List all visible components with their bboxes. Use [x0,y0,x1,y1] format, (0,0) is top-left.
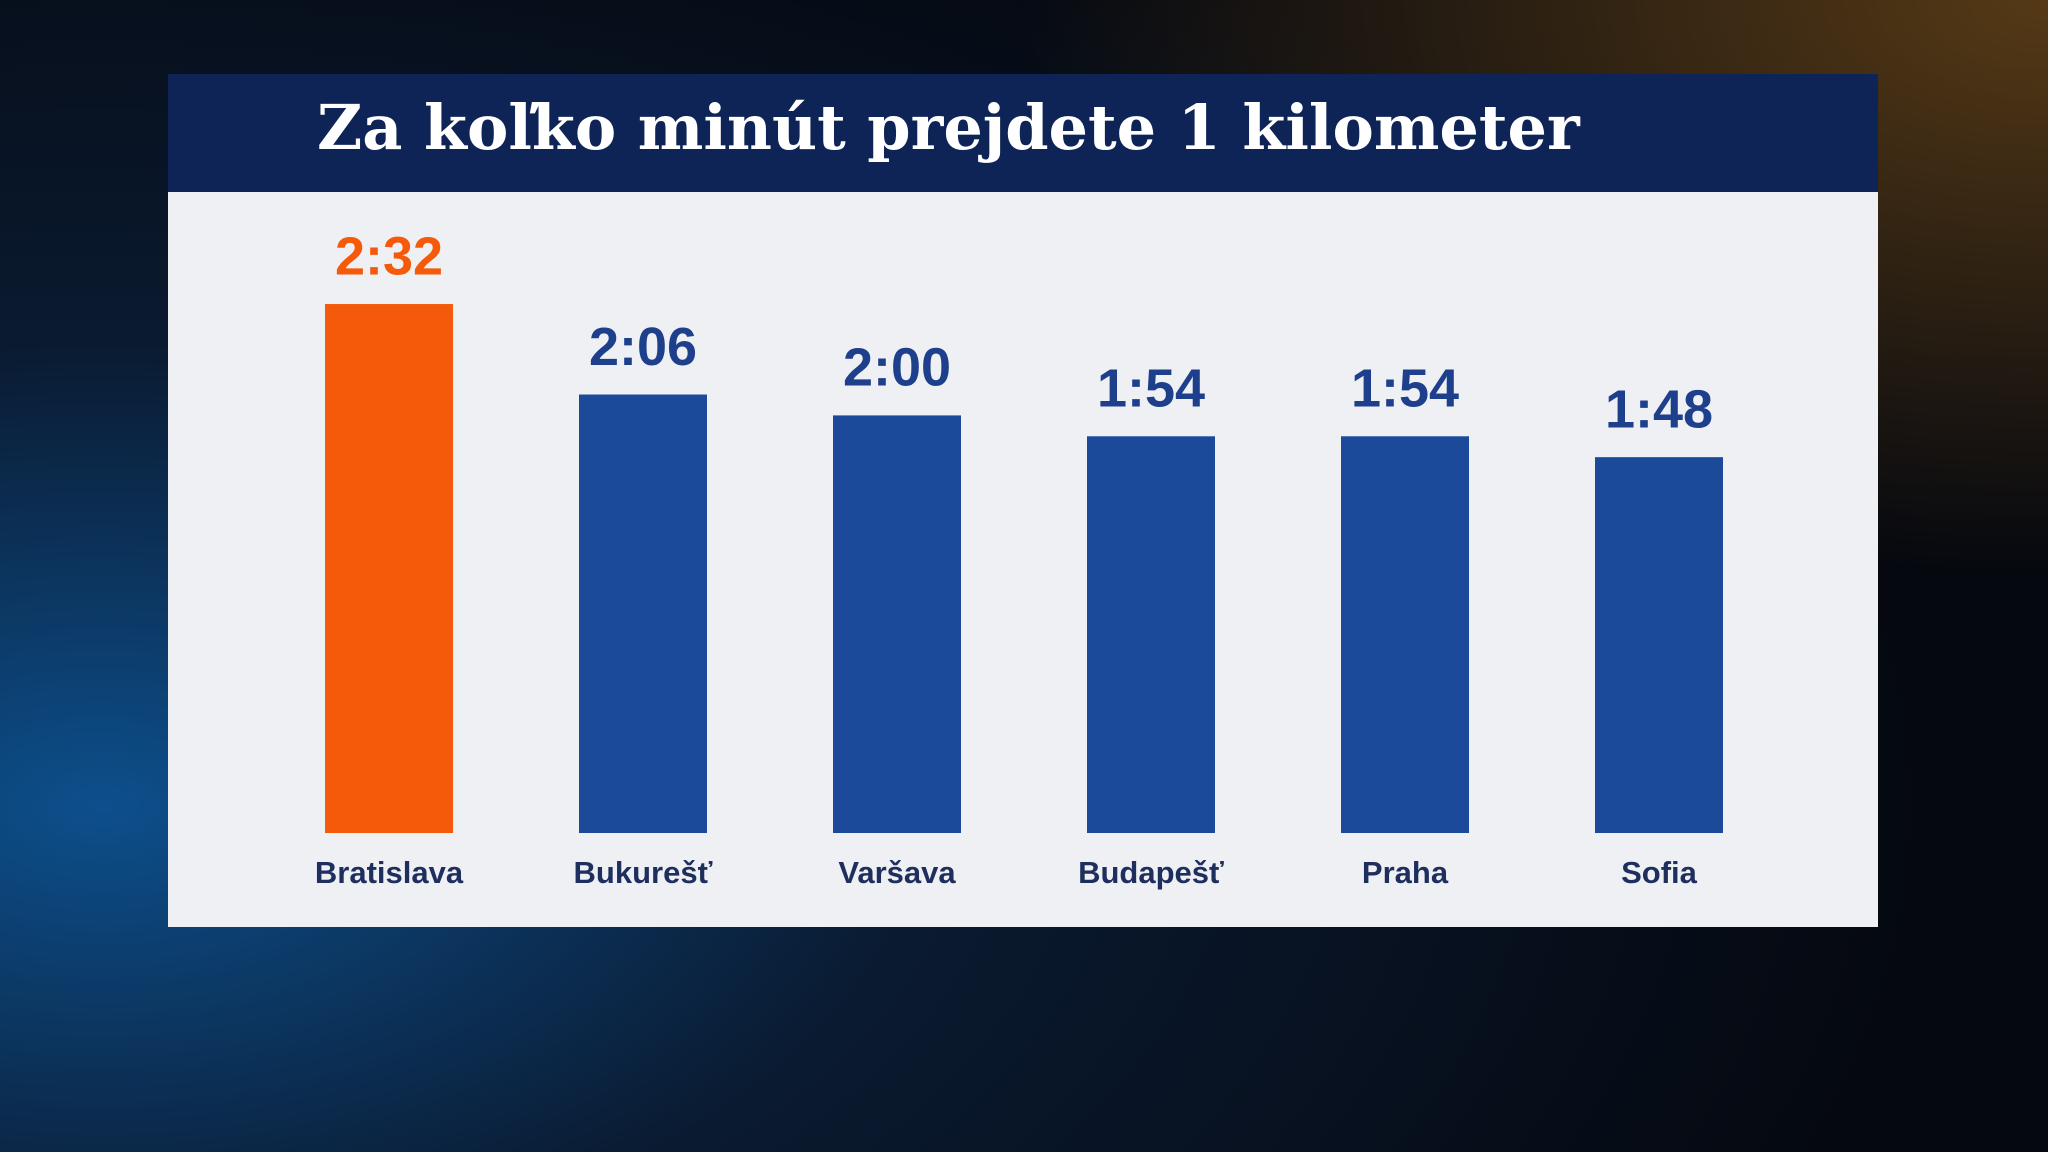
category-label: Budapešť [1078,855,1224,890]
bar [325,304,453,833]
chart-title: Za koľko minút prejdete 1 kilometer [317,91,1581,164]
value-label: 2:06 [589,317,697,377]
category-label: Varšava [838,855,956,890]
value-label: 2:32 [335,226,443,286]
title-band [168,74,1878,192]
bar [833,415,961,833]
value-label: 1:48 [1605,379,1713,439]
bar [1595,457,1723,833]
bar [579,394,707,833]
category-label: Praha [1362,855,1449,890]
bar [1087,436,1215,833]
value-label: 2:00 [843,338,951,398]
plot: 2:32 Bratislava 2:06 Bukurešť 2:00 Varšava 1:5… [315,226,1723,890]
category-label: Bukurešť [574,855,713,890]
value-label: 1:54 [1351,359,1459,419]
category-label: Bratislava [315,855,464,890]
value-label: 1:54 [1097,359,1205,419]
category-label: Sofia [1621,855,1698,890]
bar [1341,436,1469,833]
